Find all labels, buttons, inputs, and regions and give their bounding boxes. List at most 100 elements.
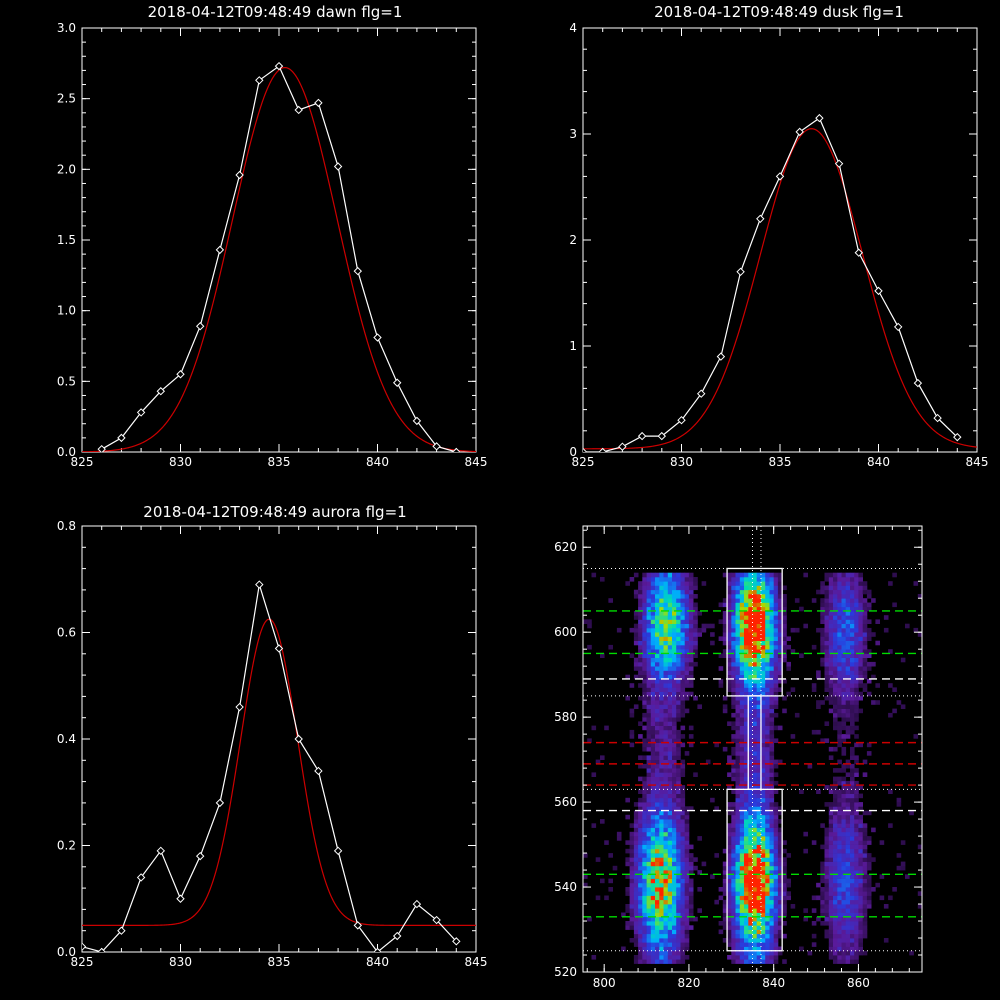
- heatmap-cell: [595, 857, 601, 862]
- heatmap-cell: [862, 611, 868, 616]
- heatmap-cell: [655, 904, 660, 909]
- heatmap-cell: [862, 950, 868, 956]
- heatmap-cell: [765, 959, 770, 964]
- heatmap-cell: [684, 649, 690, 654]
- heatmap-cell: [828, 916, 834, 922]
- heatmap-cell: [646, 857, 652, 862]
- heatmap-cell: [765, 823, 770, 828]
- heatmap-cell: [638, 870, 643, 875]
- heatmap-cell: [727, 683, 732, 688]
- heatmap-cell: [828, 942, 834, 947]
- heatmap-cell: [731, 861, 736, 867]
- heatmap-cell: [646, 721, 652, 726]
- heatmap-cell: [828, 649, 834, 654]
- heatmap-cell: [862, 589, 868, 595]
- heatmap-cell: [828, 670, 834, 675]
- heatmap-cell: [845, 831, 851, 837]
- heatmap-cell: [782, 602, 787, 608]
- heatmap-cell: [642, 585, 647, 591]
- heatmap-cell: [854, 623, 859, 629]
- heatmap-cell: [655, 908, 660, 913]
- heatmap-cell: [667, 802, 673, 807]
- heatmap-cell: [765, 640, 770, 646]
- heatmap-cell: [638, 585, 643, 591]
- heatmap-cell: [680, 585, 686, 591]
- heatmap-cell: [858, 836, 863, 841]
- heatmap-cell: [659, 666, 664, 671]
- heatmap-cell: [655, 636, 660, 641]
- heatmap-cell: [722, 615, 728, 620]
- heatmap-cell: [659, 678, 664, 684]
- heatmap-cell: [646, 598, 652, 603]
- heatmap-cell: [761, 700, 766, 705]
- heatmap-cell: [850, 942, 855, 947]
- heatmap-cell: [680, 666, 686, 671]
- heatmap-cell: [718, 929, 724, 935]
- heatmap-cell: [672, 950, 677, 956]
- heatmap-cell: [858, 644, 863, 650]
- heatmap-cell: [735, 598, 741, 603]
- heatmap-cell: [828, 831, 834, 837]
- heatmap-cell: [871, 887, 876, 892]
- heatmap-cell: [595, 759, 601, 765]
- heatmap-cell: [820, 870, 825, 875]
- heatmap-cell: [833, 865, 838, 871]
- heatmap-cell: [633, 632, 639, 637]
- heatmap-cell: [676, 708, 681, 714]
- heatmap-cell: [604, 895, 609, 901]
- heatmap-cell: [684, 831, 690, 837]
- heatmap-cell: [858, 814, 863, 820]
- heatmap-cell: [633, 819, 639, 824]
- heatmap-cell: [727, 870, 732, 875]
- heatmap-cell: [850, 632, 855, 637]
- heatmap-cell: [828, 644, 834, 650]
- heatmap-cell: [854, 725, 859, 731]
- heatmap-cell: [672, 780, 677, 786]
- heatmap-cell: [858, 585, 863, 591]
- heatmap-cell: [608, 598, 613, 603]
- dusk-data-point: [854, 248, 864, 257]
- heatmap-cell: [655, 670, 660, 675]
- heatmap-cell: [697, 627, 702, 633]
- heatmap-cell: [761, 598, 766, 603]
- heatmap-cell: [659, 908, 664, 913]
- dawn-ytick-label: 0.5: [57, 374, 76, 388]
- heatmap-cell: [722, 746, 728, 752]
- heatmap-cell: [765, 814, 770, 820]
- heatmap-cell: [866, 619, 872, 624]
- heatmap-cell: [727, 611, 732, 616]
- heatmap-cell: [642, 946, 647, 952]
- heatmap-cell: [655, 768, 660, 773]
- heatmap-cell: [650, 729, 656, 735]
- heatmap-cell: [697, 611, 702, 616]
- heatmap-cell: [642, 933, 647, 939]
- heatmap-cell: [833, 670, 838, 675]
- heatmap-cell: [676, 695, 681, 701]
- heatmap-cell: [727, 882, 732, 888]
- heatmap-cell: [744, 572, 749, 578]
- aurora-data-point: [294, 734, 303, 744]
- heatmap-cell: [629, 938, 635, 943]
- heatmap-cell: [828, 572, 834, 578]
- heatmap-cell: [833, 933, 838, 939]
- heatmap-cell: [803, 831, 808, 837]
- heatmap-cell: [833, 717, 838, 722]
- heatmap-cell: [752, 674, 758, 680]
- heatmap-cell: [688, 674, 694, 680]
- heatmap-cell: [667, 836, 673, 841]
- heatmap-cell: [773, 848, 779, 854]
- heatmap-cell: [731, 695, 736, 701]
- heatmap-cell: [850, 950, 855, 956]
- heatmap-cell: [854, 802, 859, 807]
- dawn-data-point: [432, 442, 441, 451]
- heatmap-cell: [769, 670, 775, 675]
- heatmap-cell: [655, 938, 660, 943]
- heatmap-cell: [646, 759, 652, 765]
- heatmap-cell: [688, 644, 694, 650]
- dawn-data-point: [235, 170, 244, 180]
- heatmap-cell: [850, 823, 855, 828]
- heatmap-cell: [811, 942, 817, 947]
- heatmap-cell: [850, 606, 855, 612]
- heatmap-cell: [773, 725, 779, 731]
